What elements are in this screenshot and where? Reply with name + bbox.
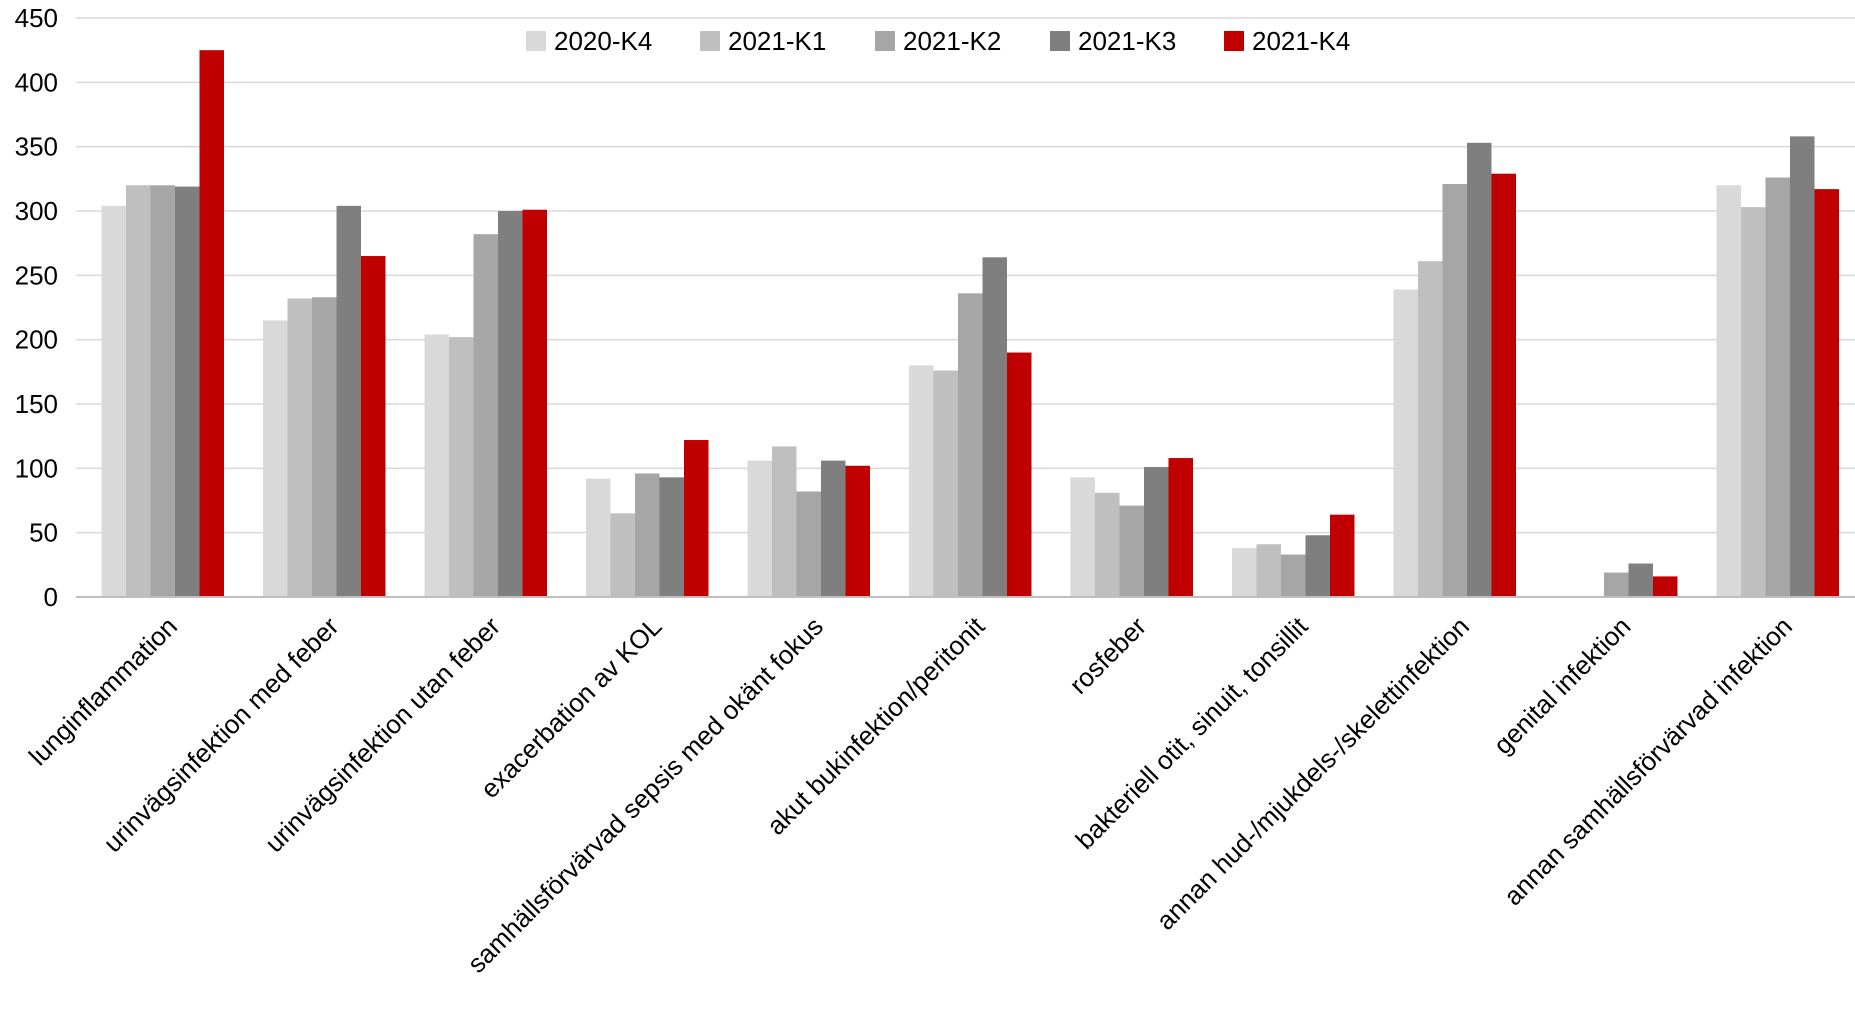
bar-2021-K3-0 <box>175 186 200 597</box>
y-tick-label: 250 <box>15 260 58 290</box>
bar-2021-K4-0 <box>199 50 224 597</box>
bar-2021-K2-10 <box>1765 177 1790 597</box>
bars <box>101 50 1839 598</box>
legend-label: 2021-K4 <box>1252 26 1350 56</box>
bar-2021-K2-8 <box>1442 183 1467 598</box>
bar-2021-K1-2 <box>449 337 474 597</box>
bar-2021-K3-2 <box>498 211 523 597</box>
bar-2021-K2-9 <box>1604 572 1629 597</box>
bar-2021-K2-6 <box>1119 505 1144 597</box>
bar-2021-K1-4 <box>772 446 797 597</box>
bar-2021-K2-2 <box>473 234 498 597</box>
legend-label: 2021-K2 <box>903 26 1001 56</box>
y-tick-label: 200 <box>15 325 58 355</box>
bar-2021-K2-1 <box>312 297 337 597</box>
category-label: lunginflammation <box>23 611 183 771</box>
bar-2021-K4-10 <box>1814 189 1839 598</box>
bar-2021-K3-5 <box>982 257 1007 597</box>
category-label: samhällsförvärvad sepsis med okänt fokus <box>461 611 829 979</box>
bar-2021-K4-8 <box>1491 173 1516 598</box>
bar-2020-K4-0 <box>101 205 126 597</box>
legend-swatch <box>875 31 895 51</box>
bar-2021-K4-5 <box>1007 352 1032 597</box>
bar-2021-K1-7 <box>1256 544 1281 597</box>
bar-2020-K4-10 <box>1716 185 1741 597</box>
bar-2020-K4-1 <box>263 320 288 597</box>
y-tick-label: 0 <box>44 582 58 612</box>
y-tick-label: 50 <box>29 518 58 548</box>
bar-2021-K3-8 <box>1467 142 1492 597</box>
bar-2021-K1-8 <box>1418 261 1443 597</box>
bar-2020-K4-7 <box>1232 548 1257 597</box>
y-tick-label: 350 <box>15 132 58 162</box>
bar-2021-K4-9 <box>1653 576 1678 597</box>
bar-2021-K2-7 <box>1281 554 1306 597</box>
category-label: annan samhällsförvärvad infektion <box>1498 611 1798 911</box>
bar-2021-K4-2 <box>522 209 547 598</box>
y-tick-label: 400 <box>15 67 58 97</box>
y-tick-label: 150 <box>15 389 58 419</box>
bar-2021-K3-1 <box>336 205 361 597</box>
bar-2021-K1-10 <box>1741 207 1766 597</box>
category-label: annan hud-/mjukdels-/skelettinfektion <box>1150 611 1475 936</box>
bar-2021-K1-0 <box>126 185 151 597</box>
y-tick-label: 300 <box>15 196 58 226</box>
bar-2021-K4-7 <box>1330 514 1355 597</box>
bar-2021-K3-4 <box>821 460 846 597</box>
y-tick-label: 450 <box>15 3 58 33</box>
bar-2021-K1-1 <box>287 298 312 597</box>
bar-2021-K1-6 <box>1095 492 1120 597</box>
legend-label: 2021-K3 <box>1078 26 1176 56</box>
bar-2021-K4-3 <box>684 440 709 597</box>
bar-2021-K4-4 <box>845 465 870 597</box>
bar-2021-K2-5 <box>958 293 983 597</box>
legend-swatch <box>1050 31 1070 51</box>
bar-2021-K2-4 <box>796 491 821 597</box>
category-label: rosfeber <box>1063 611 1152 700</box>
bar-2021-K3-6 <box>1144 467 1169 597</box>
bar-2020-K4-8 <box>1393 289 1418 597</box>
bar-2020-K4-6 <box>1070 477 1095 597</box>
bar-2021-K3-9 <box>1628 563 1653 597</box>
bar-2021-K3-10 <box>1790 136 1815 597</box>
bar-2021-K3-7 <box>1305 535 1330 597</box>
legend: 2020-K4 2021-K1 2021-K2 2021-K3 2021-K4 <box>526 26 1350 56</box>
legend-swatch <box>526 31 546 51</box>
bar-2020-K4-5 <box>909 365 934 597</box>
bar-2020-K4-4 <box>747 460 772 597</box>
bar-2021-K1-3 <box>610 513 635 597</box>
bar-2021-K2-3 <box>635 473 660 597</box>
legend-label: 2021-K1 <box>728 26 826 56</box>
legend-swatch <box>700 31 720 51</box>
y-axis-ticks: 0 50 100 150 200 250 300 350 400 450 <box>15 3 58 612</box>
legend-label: 2020-K4 <box>554 26 652 56</box>
category-label: exacerbation av KOL <box>475 611 668 804</box>
bar-2021-K4-1 <box>361 256 386 597</box>
category-label: genital infektion <box>1488 611 1637 760</box>
bar-2020-K4-3 <box>586 478 611 597</box>
bar-2021-K4-6 <box>1168 458 1193 597</box>
y-tick-label: 100 <box>15 453 58 483</box>
bar-2021-K3-3 <box>659 477 684 597</box>
bar-2021-K1-5 <box>933 370 958 597</box>
bar-2020-K4-2 <box>424 334 449 597</box>
legend-swatch <box>1224 31 1244 51</box>
bar-2021-K2-0 <box>150 185 175 597</box>
